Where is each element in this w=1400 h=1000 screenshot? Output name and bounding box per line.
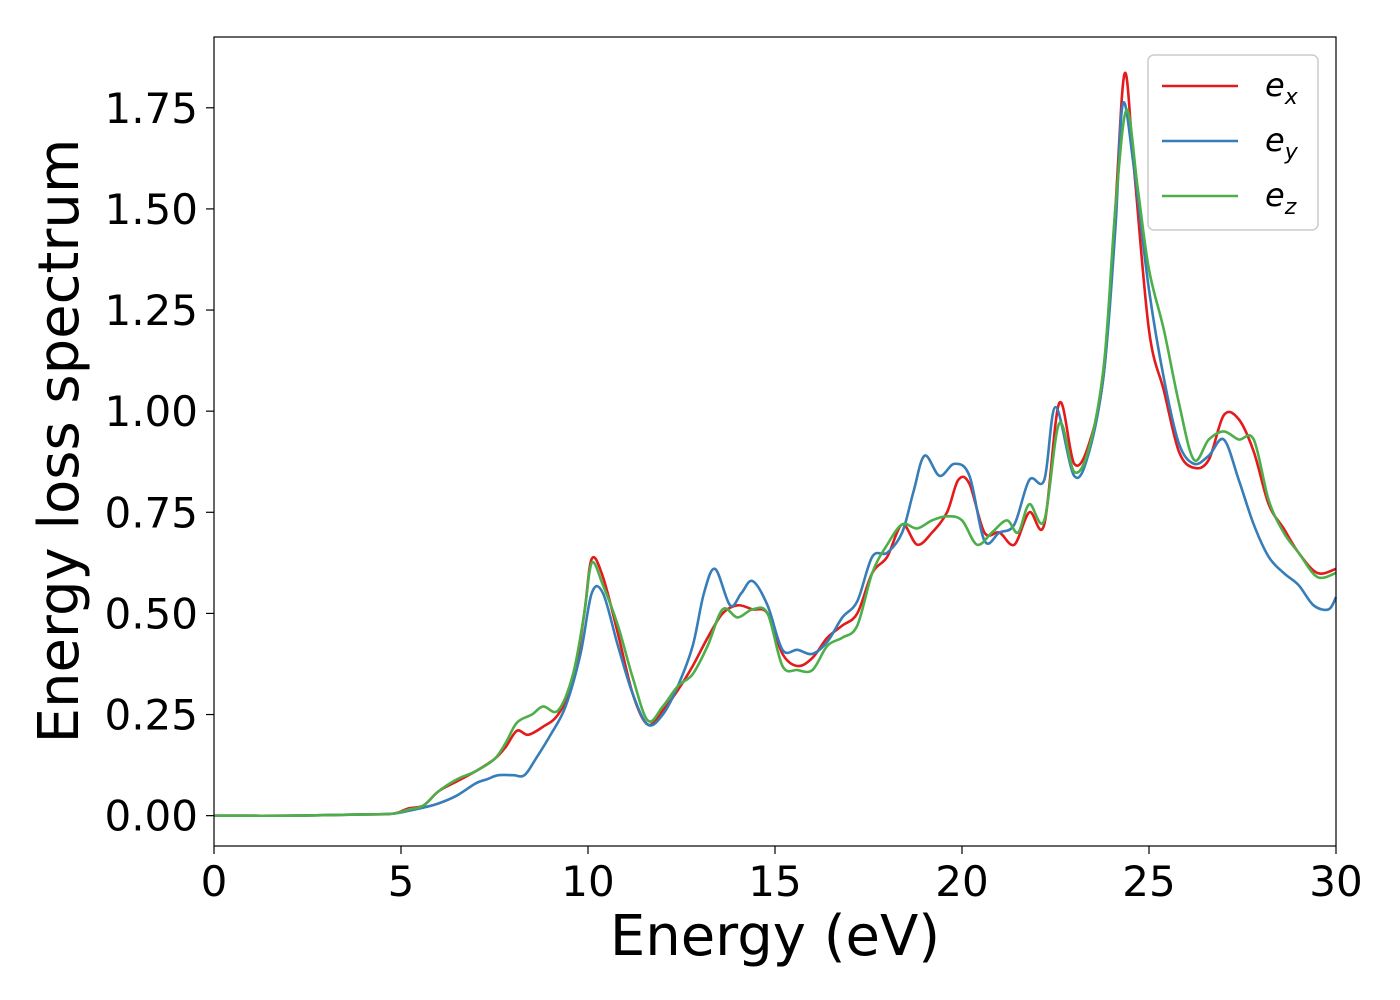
legend: ex ey ez [1147,54,1319,231]
series-line-x [213,71,1337,818]
y-tick-label: 0.25 [104,691,198,740]
x-tick-label: 30 [1309,857,1362,906]
series-line-z [213,108,1337,818]
y-axis-title: Energy loss spectrum [27,139,92,744]
x-tick-label: 15 [748,857,801,906]
series-layer [213,71,1338,818]
x-tick-label: 25 [1122,857,1175,906]
legend-label-z: ez [1265,176,1297,220]
y-tick-label: 1.75 [104,84,198,133]
y-tick-label: 0.00 [104,792,198,841]
legend-box [1147,54,1319,231]
y-tick-label: 1.25 [104,286,198,335]
x-axis-title: Energy (eV) [610,904,940,969]
y-axis: 0.00 0.25 0.50 0.75 1.00 1.25 1.50 1.75 [104,84,214,841]
x-axis: 0 5 10 15 20 25 30 [201,846,1363,906]
legend-label-x: ex [1265,66,1299,110]
y-tick-label: 0.75 [104,488,198,537]
x-tick-label: 10 [561,857,614,906]
x-tick-label: 5 [388,857,415,906]
y-tick-label: 1.50 [104,185,198,234]
series-line-y [213,100,1338,818]
legend-label-y: ey [1265,121,1299,165]
x-tick-label: 0 [201,857,228,906]
x-tick-label: 20 [935,857,988,906]
y-tick-label: 0.50 [104,589,198,638]
y-tick-label: 1.00 [104,387,198,436]
